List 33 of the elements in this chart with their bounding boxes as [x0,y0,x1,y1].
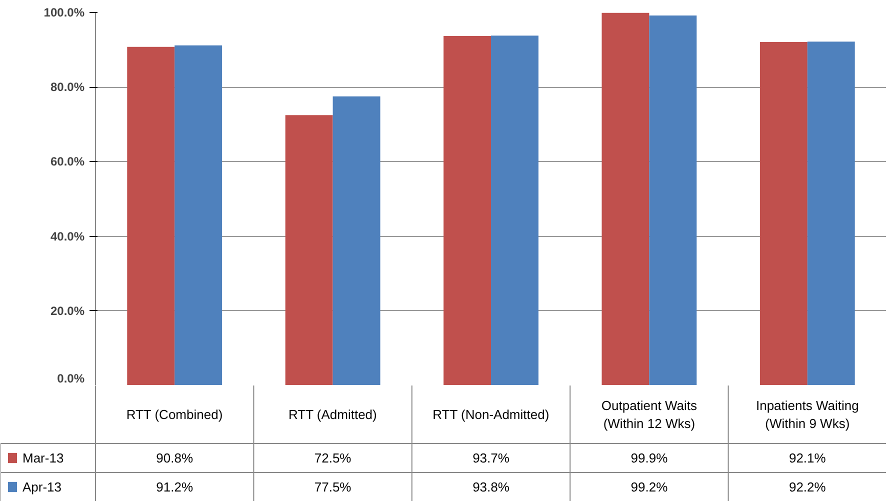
x-tick-label: RTT (Combined) [126,407,223,422]
bar [174,45,222,385]
x-tick-label: RTT (Admitted) [288,407,377,422]
x-tick-label: Inpatients Waiting (Within 9 Wks) [756,398,859,431]
text: 77.5% [314,480,352,494]
y-tick-label: 40.0% [50,229,85,244]
text: 72.5% [314,450,352,466]
y-tick-label: 80.0% [50,80,85,94]
x-tick-label: RTT (Non-Admitted) [432,407,550,422]
text: 93.7% [472,450,510,466]
bar [127,46,175,385]
bar [760,42,808,385]
y-tick-label: 0.0% [57,372,85,386]
text: 92.2% [788,480,826,494]
text: 93.8% [472,480,510,494]
y-tick-label: 60.0% [50,154,85,169]
bar [491,36,538,385]
text: 90.8% [156,450,194,466]
bar [444,36,491,385]
y-tick-label: 100.0% [44,6,85,20]
text: 91.2% [156,480,194,494]
legend-label: Mar-13 [22,450,64,466]
text: 99.9% [630,450,668,466]
y-tick-label: 20.0% [50,304,85,318]
text: 92.1% [788,450,826,466]
bar [649,15,697,385]
bar [807,42,855,385]
bar [602,12,650,385]
x-tick-label: Outpatient Waits (Within 12 Wks) [601,398,698,431]
text: 99.2% [630,480,668,494]
bar [332,96,380,385]
legend-label: Apr-13 [22,480,62,494]
bar [285,115,333,385]
